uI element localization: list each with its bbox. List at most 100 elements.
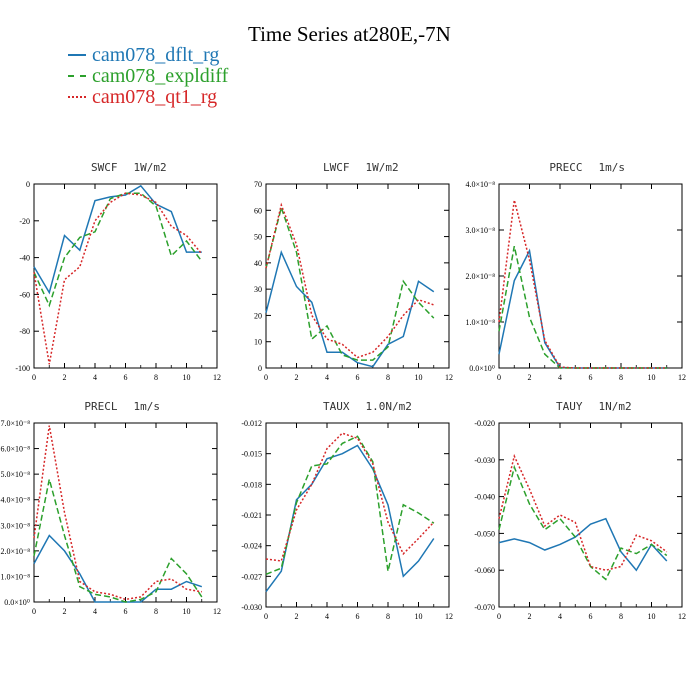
- panel-title: LWCF: [323, 161, 350, 174]
- series-line-cam078_expldiff: [33, 479, 203, 603]
- series-line-cam078_expldiff: [265, 435, 435, 575]
- legend-label-expldiff: cam078_expldiff: [92, 64, 229, 87]
- series-line-cam078_dflt_rg: [498, 517, 668, 572]
- y-tick-label: -0.020: [474, 419, 495, 428]
- series-line-cam078_qt1_rg: [498, 199, 667, 369]
- y-tick-label: 3.0×10⁻⁸: [465, 226, 495, 235]
- y-tick-label: 10: [254, 338, 262, 347]
- x-tick-label: 8: [154, 607, 158, 616]
- x-tick-label: 10: [183, 607, 191, 616]
- series-line-cam078_expldiff: [498, 245, 667, 369]
- panel-units: 1m/s: [599, 161, 626, 174]
- x-tick-label: 8: [619, 612, 623, 621]
- series-line-cam078_dflt_rg: [498, 248, 667, 369]
- x-tick-label: 2: [63, 373, 67, 382]
- y-tick-label: -0.040: [474, 493, 495, 502]
- x-tick-label: 10: [183, 373, 191, 382]
- chart-panel-precc: PRECC 1m/s 0 2 4 6 8 10 12 0.0×10⁰ 1.0×10⁻⁸ 2.0×10⁻…: [465, 161, 686, 382]
- x-tick-label: 6: [356, 373, 360, 382]
- panel-units: 1.0N/m2: [366, 400, 412, 413]
- x-tick-label: 4: [558, 373, 562, 382]
- y-tick-label: -0.021: [241, 511, 262, 520]
- series-line-cam078_dflt_rg: [265, 250, 435, 368]
- y-tick-label: 30: [254, 285, 262, 294]
- y-tick-label: 60: [254, 206, 262, 215]
- series-line-cam078_qt1_rg: [33, 425, 202, 601]
- x-tick-label: 6: [124, 373, 128, 382]
- x-tick-label: 10: [648, 373, 656, 382]
- y-tick-label: 40: [254, 259, 262, 268]
- x-tick-label: 4: [325, 612, 329, 621]
- y-tick-label: -80: [19, 327, 30, 336]
- plot-frame: [265, 183, 450, 369]
- plot-frame: [498, 422, 683, 608]
- x-tick-label: 8: [154, 373, 158, 382]
- y-tick-label: -0.015: [241, 450, 262, 459]
- plot-frame: [33, 422, 218, 603]
- series-line-cam078_dflt_rg: [33, 534, 203, 603]
- x-tick-label: 10: [648, 612, 656, 621]
- chart-panel-precl: PRECL 1m/s 0 2 4 6 8 10 12 0.0×10⁰ 1.0×10⁻⁸ 2.0×10⁻…: [0, 400, 221, 616]
- x-tick-label: 10: [415, 373, 423, 382]
- series-line-cam078_qt1_rg: [498, 453, 668, 571]
- y-tick-label: 0: [258, 364, 262, 373]
- legend-entry-expldiff: cam078_expldiff: [68, 65, 228, 87]
- y-tick-label: 4.0×10⁻⁸: [465, 180, 495, 189]
- y-tick-label: -0.030: [474, 456, 495, 465]
- x-tick-label: 6: [356, 612, 360, 621]
- plot-frame: [33, 183, 218, 369]
- y-tick-label: -0.050: [474, 529, 495, 538]
- x-tick-label: 0: [497, 612, 501, 621]
- y-tick-label: -100: [15, 364, 30, 373]
- y-tick-label: -0.012: [241, 419, 262, 428]
- x-tick-label: 6: [589, 373, 593, 382]
- legend-swatch-dflt: [68, 54, 86, 56]
- y-tick-label: -0.070: [474, 603, 495, 612]
- panel-title: PRECL: [84, 400, 117, 413]
- y-tick-label: -0.024: [241, 542, 262, 551]
- x-tick-label: 12: [213, 607, 221, 616]
- x-tick-label: 4: [558, 612, 562, 621]
- x-tick-label: 2: [295, 612, 299, 621]
- x-tick-label: 0: [32, 373, 36, 382]
- panel-title: PRECC: [549, 161, 582, 174]
- y-tick-label: -20: [19, 217, 30, 226]
- legend-swatch-expldiff: [68, 75, 86, 77]
- y-tick-label: 0.0×10⁰: [469, 364, 495, 373]
- series-line-cam078_expldiff: [265, 205, 435, 361]
- x-tick-label: 8: [386, 612, 390, 621]
- y-tick-label: -0.018: [241, 480, 262, 489]
- x-tick-label: 12: [445, 612, 453, 621]
- y-tick-label: -0.060: [474, 566, 495, 575]
- y-tick-label: 1.0×10⁻⁸: [465, 318, 495, 327]
- x-tick-label: 8: [619, 373, 623, 382]
- x-tick-label: 12: [213, 373, 221, 382]
- x-tick-label: 0: [264, 612, 268, 621]
- y-tick-label: 0.0×10⁰: [4, 598, 30, 607]
- legend-entry-qt1: cam078_qt1_rg: [68, 86, 217, 108]
- y-tick-label: -0.027: [241, 572, 262, 581]
- panel-units: 1m/s: [134, 400, 161, 413]
- x-tick-label: 2: [528, 373, 532, 382]
- x-tick-label: 0: [32, 607, 36, 616]
- y-tick-label: -0.030: [241, 603, 262, 612]
- x-tick-label: 8: [386, 373, 390, 382]
- panel-title: TAUY: [556, 400, 583, 413]
- y-tick-label: 2.0×10⁻⁸: [0, 547, 30, 556]
- chart-panel-taux: TAUX 1.0N/m2 0 2 4 6 8 10 12 -0.030 -0.027 -0.024 -0…: [241, 400, 453, 621]
- y-tick-label: -60: [19, 290, 30, 299]
- y-tick-label: 5.0×10⁻⁸: [0, 470, 30, 479]
- legend-label-qt1: cam078_qt1_rg: [92, 85, 218, 108]
- x-tick-label: 10: [415, 612, 423, 621]
- y-tick-label: -40: [19, 254, 30, 263]
- y-tick-label: 4.0×10⁻⁸: [0, 496, 30, 505]
- x-tick-label: 4: [325, 373, 329, 382]
- series-line-cam078_dflt_rg: [265, 444, 435, 593]
- x-tick-label: 2: [295, 373, 299, 382]
- y-tick-label: 0: [26, 180, 30, 189]
- y-tick-label: 70: [254, 180, 262, 189]
- panel-units: 1W/m2: [366, 161, 399, 174]
- x-tick-label: 0: [497, 373, 501, 382]
- plot-frame: [498, 183, 683, 369]
